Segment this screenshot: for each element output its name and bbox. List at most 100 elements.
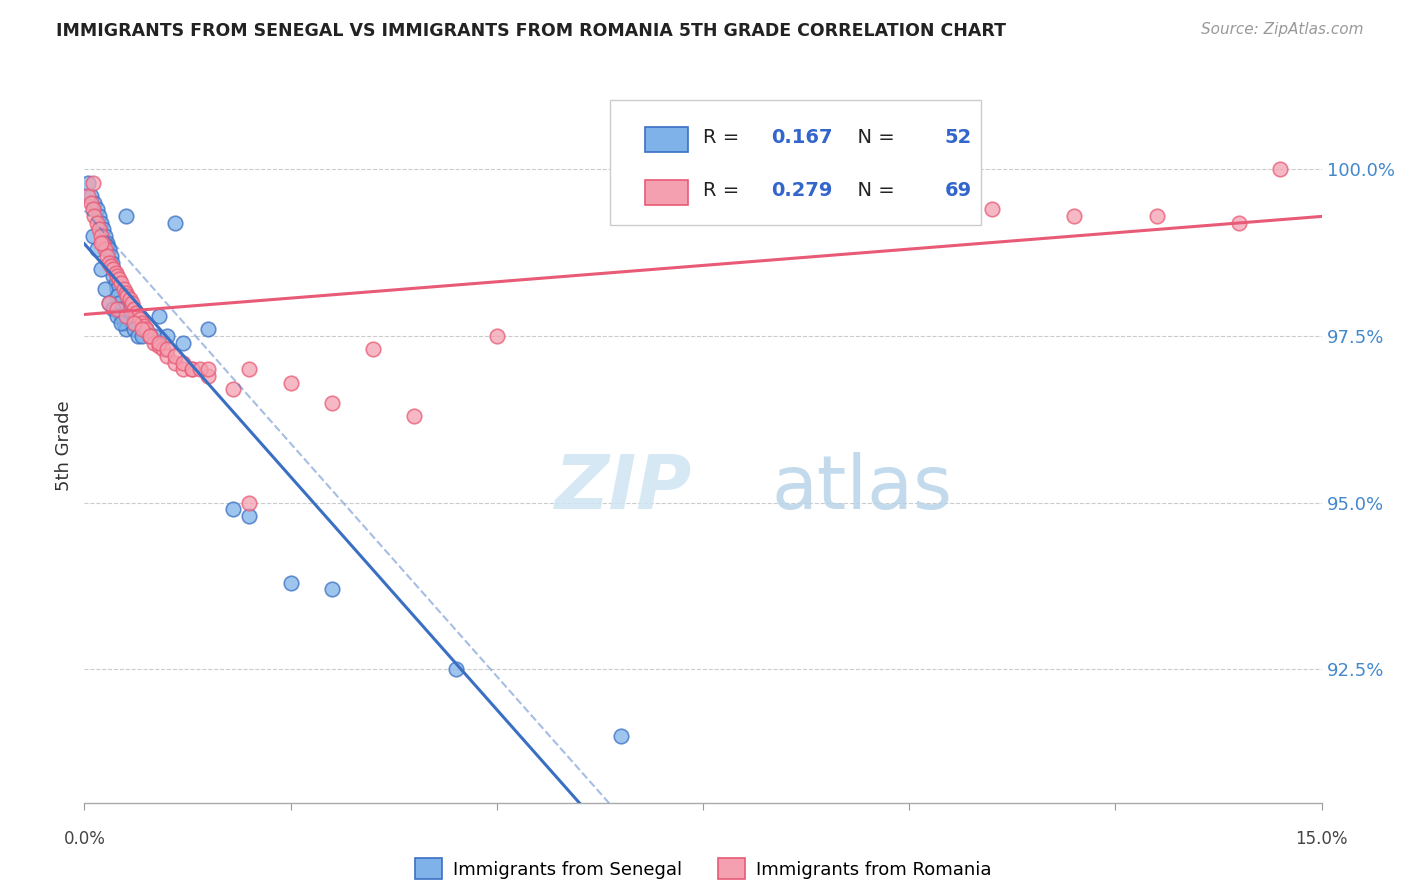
Point xyxy=(172,356,194,370)
Point xyxy=(82,228,104,243)
Text: 52: 52 xyxy=(945,128,972,146)
Point xyxy=(131,322,153,336)
Point xyxy=(108,295,131,310)
Point xyxy=(139,329,162,343)
Point xyxy=(105,268,128,283)
Point xyxy=(143,335,166,350)
Text: 0.167: 0.167 xyxy=(770,128,832,146)
Text: ZIP: ZIP xyxy=(554,452,692,525)
Point xyxy=(108,302,131,317)
Text: 0.0%: 0.0% xyxy=(63,830,105,847)
Text: 15.0%: 15.0% xyxy=(1295,830,1348,847)
Point xyxy=(609,729,631,743)
Point xyxy=(103,268,125,283)
FancyBboxPatch shape xyxy=(610,100,981,225)
Point xyxy=(118,302,141,317)
Text: 69: 69 xyxy=(945,181,972,200)
Point xyxy=(82,176,104,190)
Point xyxy=(188,362,211,376)
Text: Source: ZipAtlas.com: Source: ZipAtlas.com xyxy=(1201,22,1364,37)
Point xyxy=(197,368,219,383)
Point xyxy=(117,309,139,323)
Point xyxy=(121,295,143,310)
Point xyxy=(98,255,121,269)
Point xyxy=(98,295,121,310)
Point xyxy=(148,339,170,353)
Point xyxy=(361,343,384,357)
Point xyxy=(131,329,153,343)
Point xyxy=(114,309,136,323)
Point xyxy=(100,249,122,263)
Point xyxy=(280,376,302,390)
Point xyxy=(122,302,145,317)
Point xyxy=(156,329,179,343)
Point xyxy=(83,195,105,210)
Point xyxy=(86,216,108,230)
Point xyxy=(135,322,157,336)
Point xyxy=(165,356,187,370)
Point xyxy=(118,293,141,307)
Point xyxy=(104,276,127,290)
Point xyxy=(404,409,426,423)
Point xyxy=(96,235,118,250)
Point xyxy=(90,235,112,250)
Point xyxy=(114,209,136,223)
Point xyxy=(172,362,194,376)
Point xyxy=(238,362,260,376)
Point xyxy=(156,343,179,357)
Point xyxy=(83,209,105,223)
Point xyxy=(108,272,131,286)
Point xyxy=(94,228,117,243)
Point xyxy=(86,242,108,256)
Point xyxy=(89,222,111,236)
Point xyxy=(80,189,103,203)
Point xyxy=(110,276,132,290)
Point xyxy=(105,289,128,303)
Point xyxy=(485,329,508,343)
Point xyxy=(135,322,157,336)
Point xyxy=(77,176,100,190)
Point xyxy=(86,202,108,217)
Point xyxy=(1227,216,1250,230)
Point xyxy=(139,329,162,343)
Point xyxy=(444,662,467,676)
Point xyxy=(815,195,838,210)
Point xyxy=(222,502,245,516)
Point xyxy=(82,202,104,217)
Point xyxy=(112,282,135,296)
Point xyxy=(222,382,245,396)
Point xyxy=(127,329,149,343)
Point xyxy=(124,305,146,319)
Text: 0.279: 0.279 xyxy=(770,181,832,200)
Point xyxy=(939,195,962,210)
Text: N =: N = xyxy=(845,128,901,146)
Point xyxy=(321,582,343,597)
Point xyxy=(94,242,117,256)
Text: N =: N = xyxy=(845,181,901,200)
FancyBboxPatch shape xyxy=(645,127,688,152)
Legend: Immigrants from Senegal, Immigrants from Romania: Immigrants from Senegal, Immigrants from… xyxy=(408,851,998,887)
FancyBboxPatch shape xyxy=(645,180,688,205)
Point xyxy=(104,266,127,280)
Point xyxy=(321,395,343,409)
Point xyxy=(117,289,139,303)
Point xyxy=(91,222,114,236)
Point xyxy=(197,362,219,376)
Point xyxy=(132,318,155,333)
Point xyxy=(1146,209,1168,223)
Text: IMMIGRANTS FROM SENEGAL VS IMMIGRANTS FROM ROMANIA 5TH GRADE CORRELATION CHART: IMMIGRANTS FROM SENEGAL VS IMMIGRANTS FR… xyxy=(56,22,1007,40)
Point xyxy=(110,309,132,323)
Point xyxy=(148,309,170,323)
Point xyxy=(90,262,112,277)
Point xyxy=(121,316,143,330)
Point xyxy=(100,259,122,273)
Point xyxy=(651,189,673,203)
Point xyxy=(90,228,112,243)
Point xyxy=(114,322,136,336)
Point xyxy=(280,575,302,590)
Point xyxy=(131,316,153,330)
Point xyxy=(152,343,174,357)
Point xyxy=(100,255,122,269)
Text: R =: R = xyxy=(703,128,745,146)
Point xyxy=(165,216,187,230)
